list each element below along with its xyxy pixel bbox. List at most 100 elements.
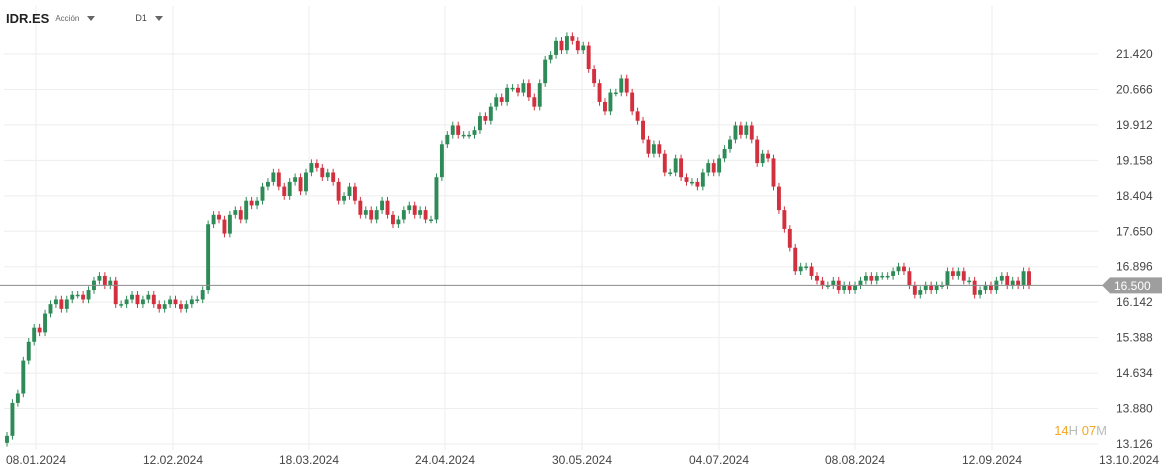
timeframe-dropdown-icon[interactable]: [154, 15, 163, 21]
candle-up[interactable]: [880, 272, 885, 280]
candle-down[interactable]: [135, 290, 140, 308]
candle-down[interactable]: [391, 211, 395, 228]
candle-up[interactable]: [717, 154, 722, 177]
candle-up[interactable]: [227, 211, 232, 238]
candle-down[interactable]: [679, 154, 684, 181]
candle-up[interactable]: [244, 196, 249, 224]
candle-down[interactable]: [635, 107, 640, 125]
candle-down[interactable]: [336, 178, 341, 205]
candle-up[interactable]: [983, 281, 988, 294]
symbol-dropdown-icon[interactable]: [87, 15, 96, 21]
candle-up[interactable]: [48, 300, 53, 318]
candle-up[interactable]: [700, 168, 705, 191]
candle-up[interactable]: [287, 178, 292, 200]
candle-down[interactable]: [1016, 276, 1021, 290]
candle-down[interactable]: [499, 93, 504, 106]
candle-down[interactable]: [173, 295, 178, 308]
candle-down[interactable]: [1005, 272, 1010, 290]
candle-up[interactable]: [189, 295, 194, 308]
candle-up[interactable]: [168, 295, 173, 308]
candle-up[interactable]: [380, 196, 385, 214]
candle-up[interactable]: [119, 300, 124, 308]
candle-up[interactable]: [999, 272, 1004, 285]
candle-up[interactable]: [271, 168, 276, 186]
candle-down[interactable]: [276, 168, 281, 191]
candle-up[interactable]: [874, 272, 879, 285]
candle-up[interactable]: [548, 51, 553, 64]
timeframe-label[interactable]: D1: [135, 13, 147, 23]
candle-up[interactable]: [619, 74, 624, 97]
candle-down[interactable]: [113, 276, 118, 308]
candle-up[interactable]: [945, 267, 950, 290]
candle-down[interactable]: [320, 164, 325, 181]
candle-up[interactable]: [581, 41, 586, 54]
candle-up[interactable]: [304, 168, 308, 196]
candle-up[interactable]: [233, 206, 238, 219]
candle-up[interactable]: [706, 159, 711, 177]
candle-down[interactable]: [516, 84, 520, 97]
candle-up[interactable]: [510, 84, 515, 92]
candle-down[interactable]: [575, 37, 580, 54]
candle-down[interactable]: [641, 117, 645, 144]
candle-up[interactable]: [863, 272, 868, 285]
candle-up[interactable]: [760, 149, 765, 167]
candle-up[interactable]: [477, 112, 482, 134]
candle-up[interactable]: [429, 215, 433, 224]
candle-down[interactable]: [179, 300, 183, 313]
candle-down[interactable]: [787, 225, 792, 252]
candle-up[interactable]: [309, 159, 314, 177]
candle-up[interactable]: [64, 295, 69, 313]
candle-up[interactable]: [130, 290, 134, 304]
candle-down[interactable]: [972, 276, 977, 299]
candle-up[interactable]: [488, 102, 493, 125]
candle-down[interactable]: [929, 281, 934, 294]
candle-up[interactable]: [325, 168, 330, 181]
candle-down[interactable]: [624, 74, 629, 97]
candle-down[interactable]: [815, 272, 819, 285]
candle-up[interactable]: [798, 262, 803, 276]
candle-down[interactable]: [369, 206, 374, 224]
candle-down[interactable]: [217, 211, 221, 224]
candle-up[interactable]: [15, 389, 20, 407]
candle-up[interactable]: [885, 272, 890, 280]
candle-down[interactable]: [961, 267, 966, 285]
candle-up[interactable]: [831, 276, 836, 290]
candle-up[interactable]: [396, 215, 401, 228]
candle-up[interactable]: [5, 432, 9, 447]
candle-up[interactable]: [342, 192, 346, 205]
candle-up[interactable]: [728, 135, 732, 153]
candle-up[interactable]: [21, 356, 26, 398]
candle-down[interactable]: [483, 112, 488, 125]
candle-down[interactable]: [102, 272, 107, 290]
candle-down[interactable]: [646, 135, 651, 158]
candle-down[interactable]: [950, 267, 955, 280]
candle-down[interactable]: [988, 281, 993, 294]
candle-down[interactable]: [766, 149, 771, 163]
candle-up[interactable]: [75, 290, 80, 299]
candle-down[interactable]: [570, 32, 575, 45]
candle-down[interactable]: [1027, 267, 1031, 290]
candle-up[interactable]: [978, 286, 983, 299]
candle-up[interactable]: [923, 281, 928, 294]
candle-up[interactable]: [184, 300, 189, 313]
candle-up[interactable]: [1021, 267, 1026, 290]
candle-down[interactable]: [238, 206, 243, 224]
candle-up[interactable]: [494, 93, 499, 111]
candle-up[interactable]: [554, 37, 559, 59]
candle-up[interactable]: [265, 178, 270, 191]
candle-down[interactable]: [749, 121, 754, 144]
candle-up[interactable]: [260, 182, 265, 205]
candle-up[interactable]: [472, 126, 477, 139]
candle-down[interactable]: [331, 168, 336, 186]
candle-up[interactable]: [722, 145, 727, 163]
candle-down[interactable]: [684, 173, 689, 186]
candle-up[interactable]: [651, 140, 656, 158]
candle-up[interactable]: [97, 272, 102, 285]
candle-up[interactable]: [363, 206, 368, 219]
candle-up[interactable]: [206, 220, 211, 294]
candle-up[interactable]: [543, 55, 548, 87]
candle-up[interactable]: [668, 168, 673, 177]
candle-up[interactable]: [744, 121, 749, 139]
candle-down[interactable]: [352, 182, 357, 205]
candle-up[interactable]: [211, 211, 216, 228]
